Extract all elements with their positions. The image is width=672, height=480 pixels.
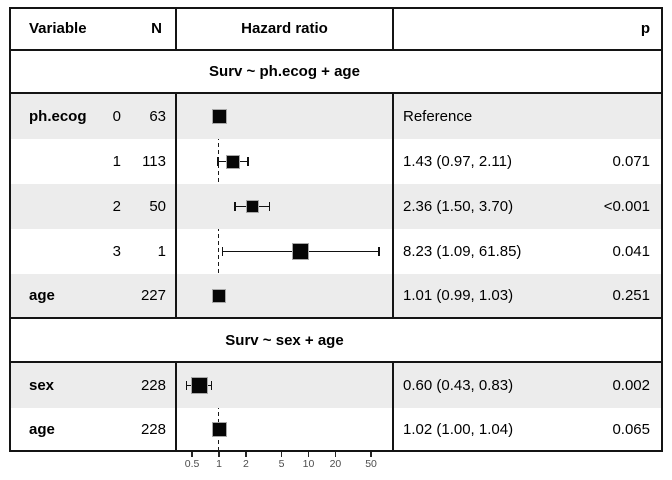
x-axis-tick-label: 5	[278, 458, 285, 470]
hr-box-marker	[212, 422, 228, 437]
table-row: ph.ecog 0 63 Reference	[0, 94, 672, 139]
hr-box-marker	[245, 200, 259, 213]
hr-box-marker	[212, 288, 227, 303]
x-axis-tick-label: 20	[329, 458, 342, 470]
x-axis-tick-label: 1	[216, 458, 222, 470]
table-row: 1 113 1.43 (0.97, 2.11) 0.071	[0, 139, 672, 184]
column-header-variable: Variable	[29, 19, 87, 37]
n-value: 50	[149, 198, 166, 215]
section2-bottom-line	[9, 361, 663, 363]
p-value: 0.065	[612, 421, 650, 438]
header-row: Variable N Hazard ratio p	[0, 7, 672, 49]
level-value: 0	[112, 108, 121, 125]
p-value: 0.251	[612, 287, 650, 304]
p-value: 0.002	[612, 377, 650, 394]
column-separator	[175, 7, 177, 49]
x-axis-tick	[218, 452, 220, 457]
hr-box-marker	[211, 109, 227, 124]
n-value: 228	[140, 421, 166, 438]
x-axis-tick	[191, 452, 193, 457]
hr-plot-cell	[176, 408, 392, 451]
variable-label: sex	[29, 377, 55, 394]
column-header-hazard-ratio: Hazard ratio	[241, 19, 328, 37]
hr-plot-cell	[176, 274, 392, 317]
hr-box-marker	[190, 377, 208, 394]
hr-plot-cell	[176, 363, 392, 408]
hr-box-marker	[225, 154, 240, 169]
estimate-ci-value: 1.43 (0.97, 2.11)	[403, 153, 512, 170]
hr-plot-cell	[176, 94, 392, 139]
table-border-top	[9, 7, 663, 9]
x-axis-tick-label: 0.5	[184, 458, 200, 470]
level-value: 3	[112, 243, 121, 260]
column-header-p: p	[640, 19, 650, 37]
estimate-ci-value: 2.36 (1.50, 3.70)	[403, 198, 514, 215]
column-separator	[392, 7, 394, 49]
table-border-left	[9, 7, 11, 452]
table-row: 3 1 8.23 (1.09, 61.85) 0.041	[0, 229, 672, 274]
p-value: 0.071	[612, 153, 650, 170]
row-stripe	[11, 184, 661, 229]
n-value: 228	[140, 377, 166, 394]
table-row: age 228 1.02 (1.00, 1.04) 0.065	[0, 408, 672, 451]
variable-label: ph.ecog	[29, 108, 87, 125]
section-title: Surv ~ sex + age	[225, 331, 344, 349]
estimate-ci-value: 8.23 (1.09, 61.85)	[403, 243, 522, 260]
hr-box-marker	[292, 243, 310, 260]
x-axis-tick	[370, 452, 372, 457]
table-border-bottom	[9, 450, 663, 452]
variable-label: age	[29, 421, 55, 438]
table-row: sex 228 0.60 (0.43, 0.83) 0.002	[0, 363, 672, 408]
n-value: 1	[157, 243, 166, 260]
header-separator-line	[9, 49, 663, 51]
x-axis-tick-label: 2	[243, 458, 249, 470]
x-axis-tick	[280, 452, 283, 457]
x-axis-tick-label: 10	[302, 458, 315, 470]
column-separator	[392, 94, 394, 317]
level-value: 1	[112, 153, 121, 170]
p-value: 0.041	[612, 243, 650, 260]
row-stripe	[11, 94, 661, 139]
estimate-ci-value: 1.02 (1.00, 1.04)	[403, 421, 514, 438]
table-row: age 227 1.01 (0.99, 1.03) 0.251	[0, 274, 672, 317]
variable-label: age	[29, 287, 55, 304]
table-row: 2 50 2.36 (1.50, 3.70) <0.001	[0, 184, 672, 229]
n-value: 227	[140, 287, 166, 304]
n-value: 113	[142, 153, 166, 170]
estimate-ci-value: 1.01 (0.99, 1.03)	[403, 287, 514, 304]
column-separator	[175, 94, 177, 317]
x-axis-tick	[307, 452, 310, 457]
section1-separator-line	[9, 92, 663, 94]
section-header-row: Surv ~ sex + age	[0, 319, 672, 361]
section-header-row: Surv ~ ph.ecog + age	[0, 51, 672, 92]
x-axis: 0.5 1 2 5 10 20 50	[176, 452, 393, 478]
column-separator	[175, 363, 177, 450]
x-axis-tick-label: 50	[365, 458, 377, 470]
table-border-right	[661, 7, 663, 452]
hr-plot-cell	[176, 184, 392, 229]
x-axis-tick	[245, 452, 247, 457]
n-value: 63	[149, 108, 166, 125]
section-title: Surv ~ ph.ecog + age	[209, 63, 360, 80]
row-stripe	[11, 363, 661, 408]
estimate-ci-value: Reference	[403, 108, 473, 125]
p-value: <0.001	[603, 198, 650, 215]
estimate-ci-value: 0.60 (0.43, 0.83)	[403, 377, 514, 394]
column-header-n: N	[151, 19, 162, 37]
x-axis-tick	[334, 452, 337, 457]
section2-top-line	[9, 317, 663, 319]
column-separator	[392, 363, 394, 450]
level-value: 2	[112, 198, 121, 215]
hr-plot-cell	[176, 229, 392, 274]
hr-plot-cell	[176, 139, 392, 184]
row-stripe	[11, 274, 661, 317]
